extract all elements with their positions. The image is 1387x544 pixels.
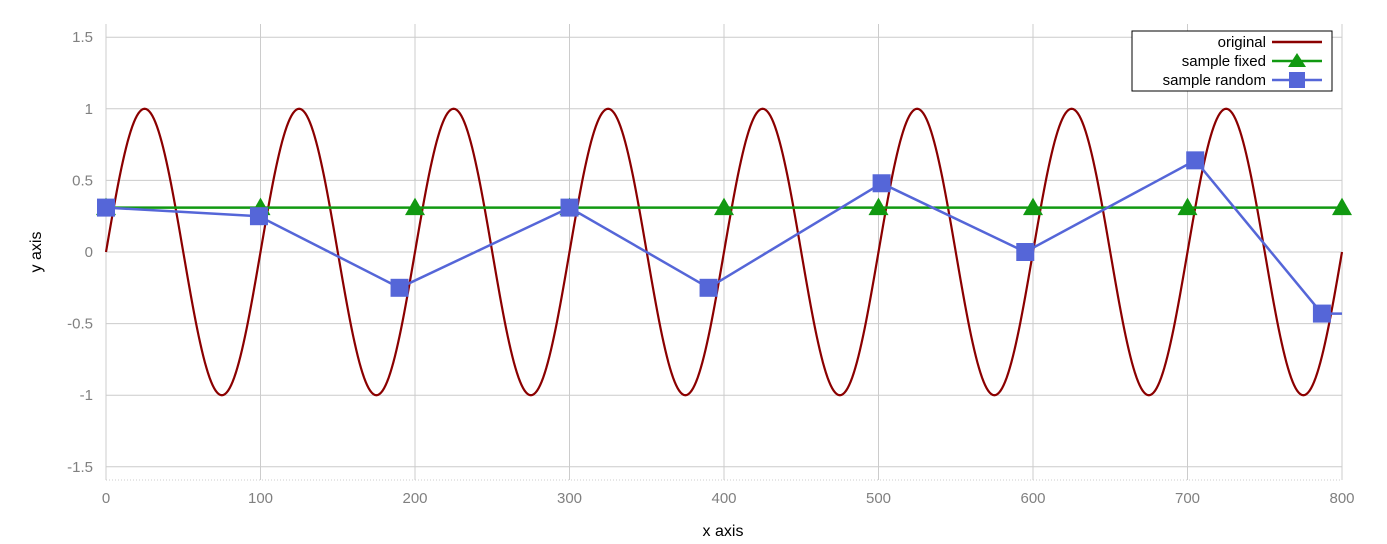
legend: original sample fixed sample random bbox=[1131, 30, 1333, 92]
marker-sample-random bbox=[560, 198, 579, 217]
y-tick-label: 1 bbox=[85, 101, 93, 118]
legend-label: sample random bbox=[1163, 72, 1266, 89]
y-tick-labels: 1.5 1 0.5 0 -0.5 -1 -1.5 bbox=[67, 29, 93, 476]
y-tick-label: 0.5 bbox=[72, 172, 93, 189]
x-tick-label: 400 bbox=[711, 490, 736, 507]
marker-sample-random bbox=[699, 278, 718, 297]
marker-sample-fixed bbox=[405, 197, 425, 216]
x-axis-title: x axis bbox=[703, 523, 744, 540]
y-tick-label: 0 bbox=[85, 244, 93, 261]
x-tick-label: 100 bbox=[248, 490, 273, 507]
marker-sample-fixed bbox=[1177, 197, 1198, 216]
x-tick-label: 800 bbox=[1329, 490, 1354, 507]
marker-sample-fixed bbox=[1332, 197, 1352, 216]
marker-sample-random bbox=[1186, 151, 1205, 170]
y-tick-label: -1.5 bbox=[67, 459, 93, 476]
marker-sample-random bbox=[97, 198, 115, 217]
x-tick-labels: 0 100 200 300 400 500 600 700 800 bbox=[102, 490, 1355, 507]
x-tick-label: 500 bbox=[866, 490, 891, 507]
legend-label: original bbox=[1218, 34, 1266, 51]
marker-sample-random bbox=[249, 207, 268, 226]
legend-swatch-marker bbox=[1288, 53, 1306, 67]
x-tick-label: 200 bbox=[402, 490, 427, 507]
y-axis-title: y axis bbox=[28, 232, 45, 273]
series-layer bbox=[96, 107, 1352, 397]
marker-sample-random bbox=[1016, 243, 1035, 261]
marker-sample-random bbox=[390, 278, 409, 297]
x-tick-label: 300 bbox=[557, 490, 582, 507]
x-tick-label: 600 bbox=[1020, 490, 1045, 507]
marker-sample-fixed bbox=[1023, 197, 1043, 216]
series-sample-random bbox=[97, 151, 1342, 323]
series-original bbox=[104, 107, 1344, 397]
line-sample-random bbox=[105, 158, 1342, 315]
y-tick-label: 1.5 bbox=[72, 29, 93, 46]
marker-sample-fixed bbox=[868, 197, 889, 216]
x-tick-label: 700 bbox=[1175, 490, 1200, 507]
marker-sample-random bbox=[872, 174, 891, 193]
x-tick-label: 0 bbox=[102, 490, 110, 507]
line-original bbox=[104, 107, 1344, 397]
legend-swatch-marker bbox=[1289, 72, 1305, 88]
legend-label: sample fixed bbox=[1182, 53, 1266, 70]
marker-sample-fixed bbox=[714, 197, 734, 216]
y-tick-label: -1 bbox=[80, 387, 93, 404]
y-tick-label: -0.5 bbox=[67, 316, 93, 333]
marker-sample-random bbox=[1312, 304, 1331, 323]
